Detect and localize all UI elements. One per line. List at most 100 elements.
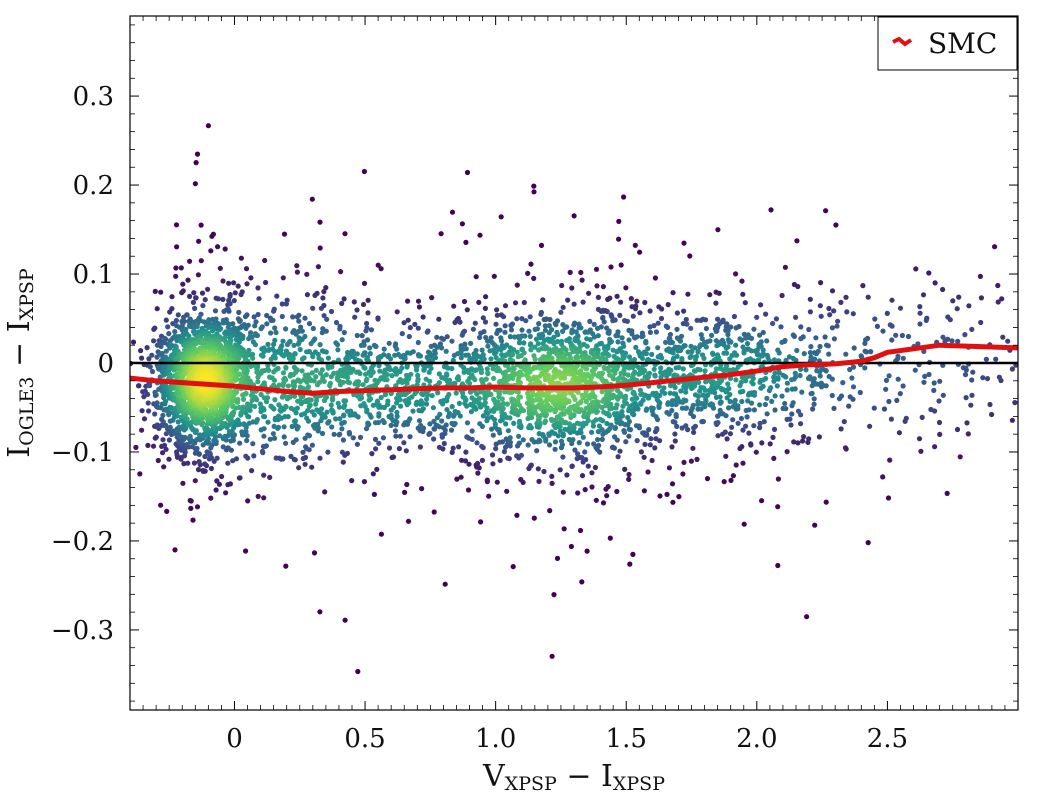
scatter-point bbox=[363, 371, 369, 377]
scatter-point bbox=[645, 346, 651, 352]
scatter-point bbox=[750, 375, 756, 382]
scatter-point bbox=[458, 351, 464, 357]
scatter-point bbox=[619, 335, 625, 341]
scatter-point bbox=[900, 355, 906, 361]
scatter-point bbox=[749, 400, 755, 406]
scatter-point bbox=[188, 505, 194, 511]
scatter-point bbox=[325, 365, 331, 371]
scatter-point bbox=[191, 460, 197, 466]
scatter-point bbox=[570, 348, 576, 354]
scatter-point bbox=[258, 391, 264, 398]
scatter-point bbox=[862, 365, 868, 371]
scatter-point bbox=[518, 476, 524, 483]
scatter-point bbox=[268, 356, 274, 362]
scatter-point bbox=[344, 408, 351, 414]
scatter-point bbox=[444, 334, 450, 340]
scatter-point bbox=[236, 339, 242, 345]
scatter-point bbox=[184, 416, 190, 422]
scatter-point bbox=[636, 364, 642, 370]
scatter-point bbox=[213, 487, 219, 493]
scatter-point bbox=[527, 369, 533, 375]
scatter-point bbox=[339, 426, 345, 432]
scatter-point bbox=[791, 333, 798, 339]
scatter-point bbox=[146, 356, 152, 362]
scatter-point bbox=[547, 508, 553, 514]
scatter-point bbox=[538, 242, 545, 248]
scatter-point bbox=[283, 365, 289, 371]
scatter-point bbox=[272, 397, 278, 403]
scatter-point bbox=[137, 471, 143, 477]
scatter-point bbox=[451, 303, 457, 309]
scatter-point bbox=[759, 440, 765, 446]
scatter-point bbox=[917, 304, 923, 310]
scatter-point bbox=[421, 367, 427, 373]
scatter-point bbox=[172, 329, 178, 335]
scatter-point bbox=[335, 347, 341, 353]
scatter-point bbox=[407, 416, 413, 422]
scatter-point bbox=[268, 330, 274, 336]
scatter-point bbox=[430, 405, 436, 411]
scatter-point bbox=[324, 316, 330, 322]
scatter-point bbox=[727, 398, 733, 405]
scatter-point bbox=[477, 354, 483, 360]
scatter-point bbox=[757, 402, 763, 408]
scatter-point bbox=[169, 294, 175, 300]
scatter-point bbox=[436, 444, 443, 450]
scatter-point bbox=[587, 337, 593, 343]
scatter-point bbox=[250, 441, 256, 447]
scatter-point bbox=[695, 349, 701, 355]
scatter-point bbox=[281, 353, 287, 359]
scatter-point bbox=[323, 285, 329, 291]
scatter-point bbox=[847, 366, 853, 373]
scatter-point bbox=[798, 324, 804, 330]
scatter-point bbox=[545, 402, 551, 408]
scatter-point bbox=[680, 471, 686, 477]
scatter-point bbox=[665, 324, 671, 330]
scatter-point bbox=[825, 343, 831, 349]
scatter-point bbox=[744, 341, 751, 347]
scatter-point bbox=[508, 327, 515, 333]
scatter-point bbox=[452, 408, 458, 415]
scatter-point bbox=[344, 375, 351, 381]
scatter-point bbox=[584, 343, 590, 349]
scatter-point bbox=[573, 354, 579, 361]
scatter-point bbox=[182, 434, 188, 440]
scatter-point bbox=[568, 543, 575, 550]
scatter-point bbox=[619, 409, 625, 415]
scatter-point bbox=[446, 391, 452, 398]
scatter-point bbox=[354, 307, 360, 313]
density-points bbox=[130, 123, 1018, 675]
scatter-point bbox=[306, 321, 313, 327]
scatter-point bbox=[922, 373, 928, 379]
scatter-point bbox=[688, 363, 695, 369]
scatter-point bbox=[552, 446, 558, 452]
scatter-point bbox=[304, 349, 310, 355]
scatter-point bbox=[166, 456, 172, 462]
scatter-point bbox=[607, 372, 613, 378]
scatter-point bbox=[579, 277, 585, 283]
scatter-point bbox=[254, 417, 260, 423]
scatter-point bbox=[604, 308, 610, 315]
scatter-point bbox=[449, 365, 455, 372]
scatter-point bbox=[196, 459, 202, 465]
scatter-point bbox=[773, 316, 780, 322]
scatter-point bbox=[367, 345, 373, 351]
scatter-point bbox=[808, 391, 814, 397]
scatter-point bbox=[871, 405, 877, 411]
scatter-point bbox=[591, 334, 598, 340]
scatter-point bbox=[575, 490, 581, 496]
scatter-point bbox=[670, 290, 676, 296]
scatter-point bbox=[167, 424, 173, 430]
scatter-point bbox=[728, 324, 734, 330]
scatter-point bbox=[495, 399, 501, 405]
scatter-point bbox=[631, 389, 637, 395]
scatter-point bbox=[629, 396, 635, 402]
scatter-point bbox=[271, 369, 277, 375]
scatter-point bbox=[596, 423, 603, 429]
scatter-point bbox=[515, 389, 521, 395]
scatter-point bbox=[840, 380, 846, 386]
scatter-point bbox=[449, 449, 455, 455]
scatter-point bbox=[610, 376, 617, 382]
scatter-point bbox=[483, 376, 489, 382]
scatter-point bbox=[377, 368, 383, 374]
